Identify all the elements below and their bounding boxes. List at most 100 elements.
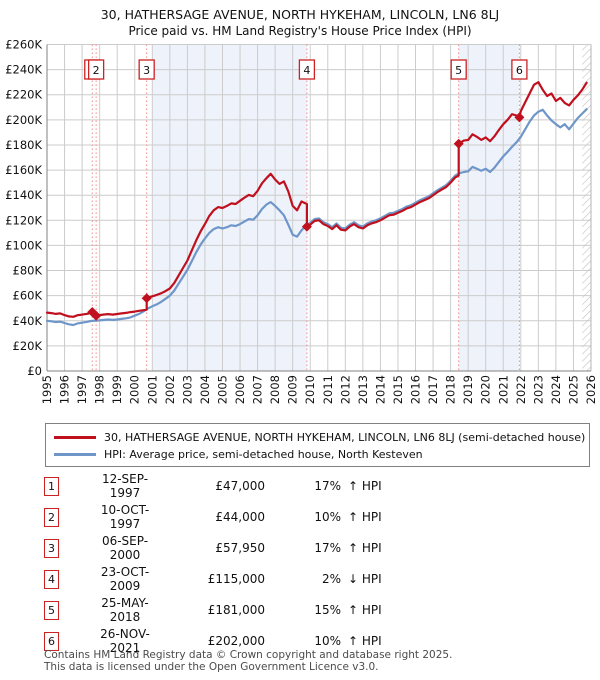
x-axis-year-label: 2004 bbox=[198, 375, 212, 404]
sale-marker-diamond bbox=[453, 138, 464, 149]
sale-number-badge: 2 bbox=[44, 507, 59, 527]
page-subtitle: Price paid vs. HM Land Registry's House … bbox=[128, 24, 472, 38]
footer-line-2: This data is licensed under the Open Gov… bbox=[44, 660, 379, 673]
x-axis-year-label: 1999 bbox=[110, 375, 124, 404]
y-axis-price-label: £20K bbox=[13, 339, 43, 353]
sale-row-5: 5 25-MAY-2018 £181,000 15% ↑ HPI bbox=[44, 596, 382, 624]
sale-row-4: 4 23-OCT-2009 £115,000 2% ↓ HPI bbox=[44, 565, 382, 593]
x-axis-year-label: 2018 bbox=[444, 375, 458, 404]
ownership-period-shading bbox=[458, 44, 520, 371]
y-axis-price-label: £80K bbox=[13, 264, 43, 278]
x-axis-year-label: 2007 bbox=[251, 375, 265, 404]
ownership-period-shading bbox=[152, 44, 307, 371]
x-axis-year-label: 2011 bbox=[321, 375, 335, 404]
sale-pct-vs-hpi: 10% bbox=[314, 510, 341, 524]
price-history-chart: 1995 1996 1997 1998 1999 2000 2001 2002 2003 2004… bbox=[5, 38, 598, 404]
y-axis-price-label: £40K bbox=[13, 314, 43, 328]
x-axis-year-label: 2022 bbox=[514, 375, 528, 404]
page-title: 30, HATHERSAGE AVENUE, NORTH HYKEHAM, LI… bbox=[100, 7, 500, 22]
sale-row-1: 1 12-SEP-1997 £47,000 17% ↑ HPI bbox=[44, 472, 382, 500]
y-axis-price-label: £140K bbox=[5, 188, 42, 202]
sale-pct-vs-hpi: 17% bbox=[314, 541, 341, 555]
sale-price: £44,000 bbox=[215, 510, 265, 524]
sale-price: £202,000 bbox=[207, 634, 265, 648]
legend-label-property: 30, HATHERSAGE AVENUE, NORTH HYKEHAM, LI… bbox=[104, 431, 586, 444]
sale-number-badge: 1 bbox=[44, 476, 59, 496]
sale-date: 25-MAY-2018 bbox=[101, 596, 149, 624]
footer: Contains HM Land Registry data © Crown c… bbox=[44, 649, 584, 673]
footer-line-1: Contains HM Land Registry data © Crown c… bbox=[44, 649, 453, 661]
sale-pct-vs-hpi: 2% bbox=[321, 572, 341, 586]
x-axis-year-label: 2009 bbox=[286, 375, 300, 404]
x-axis-year-label: 2024 bbox=[549, 375, 563, 404]
future-dates-hatch bbox=[582, 44, 591, 371]
hpi-line-swatch bbox=[54, 453, 96, 456]
sale-price: £57,950 bbox=[215, 541, 265, 555]
sale-date: 12-SEP-1997 bbox=[101, 472, 149, 500]
sale-number-box bbox=[138, 59, 155, 80]
sale-direction-vs-hpi: ↑ HPI bbox=[348, 541, 382, 555]
x-axis-year-label: 2026 bbox=[584, 375, 598, 404]
hpi-line bbox=[45, 108, 588, 327]
x-axis-year-label: 2017 bbox=[426, 375, 440, 404]
sale-marker-diamond bbox=[301, 221, 312, 232]
x-axis-year-label: 2021 bbox=[496, 375, 510, 404]
sale-marker-diamond bbox=[91, 310, 102, 321]
sale-price: £115,000 bbox=[207, 572, 265, 586]
x-axis-year-label: 2014 bbox=[373, 375, 387, 404]
x-axis-year-label: 2012 bbox=[338, 375, 352, 404]
y-axis-price-label: £120K bbox=[5, 213, 42, 227]
sale-date: 23-OCT-2009 bbox=[100, 565, 150, 593]
x-axis-year-label: 1995 bbox=[40, 375, 54, 404]
y-axis-price-label: £180K bbox=[5, 138, 42, 152]
sale-date: 06-SEP-2000 bbox=[101, 534, 149, 562]
y-axis-price-label: £240K bbox=[5, 63, 42, 77]
x-axis-year-label: 2000 bbox=[128, 375, 142, 404]
y-axis-price-label: £0 bbox=[27, 364, 42, 378]
sale-marker-diamond bbox=[141, 293, 152, 304]
sale-number-box bbox=[298, 59, 316, 80]
sale-number-box-label: 4 bbox=[303, 64, 310, 77]
x-axis-year-label: 2003 bbox=[180, 375, 194, 404]
sale-pct-vs-hpi: 10% bbox=[314, 634, 341, 648]
x-axis-year-label: 2001 bbox=[145, 375, 159, 404]
sale-number-box-label: 5 bbox=[455, 64, 462, 77]
x-axis-year-label: 1996 bbox=[58, 375, 72, 404]
sale-pct-vs-hpi: 17% bbox=[314, 479, 341, 493]
property-line-swatch bbox=[54, 436, 96, 439]
sale-pct-vs-hpi: 15% bbox=[314, 603, 341, 617]
sale-direction-vs-hpi: ↑ HPI bbox=[348, 510, 382, 524]
sale-direction-vs-hpi: ↑ HPI bbox=[348, 479, 382, 493]
x-axis-year-label: 1998 bbox=[93, 375, 107, 404]
sale-direction-vs-hpi: ↑ HPI bbox=[348, 634, 382, 648]
x-axis-year-label: 2015 bbox=[391, 375, 405, 404]
sale-number-box-label: 6 bbox=[516, 64, 523, 77]
x-axis-year-label: 2020 bbox=[479, 375, 493, 404]
legend-row-property: 30, HATHERSAGE AVENUE, NORTH HYKEHAM, LI… bbox=[54, 429, 589, 446]
x-axis-year-label: 2023 bbox=[531, 375, 545, 404]
sale-row-6: 6 26-NOV-2021 £202,000 10% ↑ HPI bbox=[44, 627, 382, 655]
x-axis-year-label: 2006 bbox=[233, 375, 247, 404]
sale-direction-vs-hpi: ↓ HPI bbox=[348, 572, 382, 586]
x-axis-year-label: 2025 bbox=[566, 375, 580, 404]
sales-history-table: 1 12-SEP-1997 £47,000 17% ↑ HPI 2 10-OCT-1997 £… bbox=[44, 472, 589, 655]
x-axis-year-label: 2002 bbox=[163, 375, 177, 404]
legend-row-hpi: HPI: Average price, semi-detached house,… bbox=[54, 446, 589, 463]
sale-marker-diamond bbox=[514, 112, 525, 123]
sale-number-box bbox=[87, 59, 105, 80]
property-price-line bbox=[45, 81, 588, 318]
sale-price: £47,000 bbox=[215, 479, 265, 493]
y-axis-price-label: £160K bbox=[5, 163, 42, 177]
y-axis-price-label: £200K bbox=[5, 113, 42, 127]
y-axis-price-label: £260K bbox=[5, 38, 42, 52]
chart-legend: 30, HATHERSAGE AVENUE, NORTH HYKEHAM, LI… bbox=[45, 423, 590, 467]
sale-number-box bbox=[450, 59, 467, 80]
sale-number-badge: 3 bbox=[44, 538, 59, 558]
x-axis-year-label: 2019 bbox=[461, 375, 475, 404]
x-axis-year-label: 2005 bbox=[215, 375, 229, 404]
sale-number-badge: 6 bbox=[44, 631, 59, 651]
sale-price: £181,000 bbox=[207, 603, 265, 617]
sale-number-badge: 5 bbox=[44, 600, 59, 620]
x-axis-year-label: 1997 bbox=[75, 375, 89, 404]
y-axis-price-label: £60K bbox=[13, 289, 43, 303]
